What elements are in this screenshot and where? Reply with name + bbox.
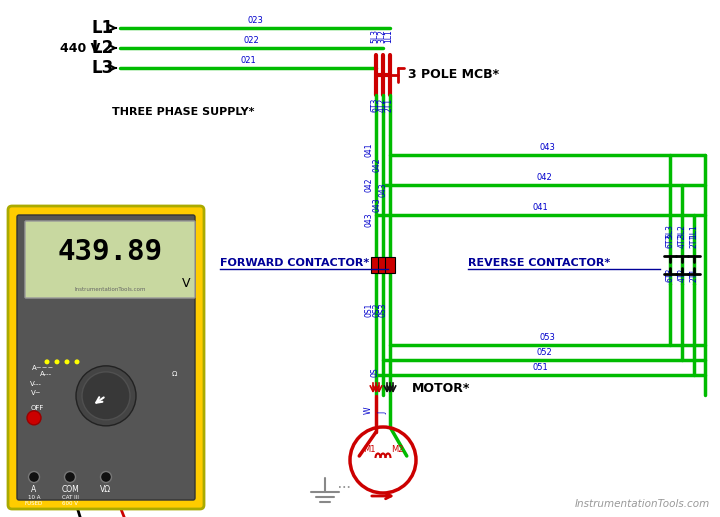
Text: 3L2: 3L2 — [678, 224, 686, 238]
Text: 1L1: 1L1 — [690, 224, 698, 238]
Text: 042: 042 — [365, 177, 374, 192]
Text: 6T3: 6T3 — [665, 268, 675, 282]
Circle shape — [45, 359, 50, 364]
Text: 043: 043 — [539, 143, 555, 152]
Text: 043: 043 — [379, 183, 388, 197]
Text: 3L2: 3L2 — [377, 29, 387, 43]
Text: V---: V--- — [30, 381, 42, 387]
FancyBboxPatch shape — [8, 206, 204, 509]
Text: 2T1: 2T1 — [690, 268, 698, 282]
Text: 0S1: 0S1 — [365, 302, 374, 317]
Text: J: J — [378, 412, 387, 414]
Text: 2T1: 2T1 — [384, 98, 394, 112]
Text: L1: L1 — [92, 19, 114, 37]
Circle shape — [27, 411, 41, 425]
FancyBboxPatch shape — [25, 221, 195, 298]
Text: 2T1: 2T1 — [690, 234, 698, 248]
Text: 051: 051 — [533, 363, 549, 372]
Text: 053: 053 — [539, 333, 555, 342]
Text: OFF: OFF — [31, 405, 45, 411]
Circle shape — [82, 372, 130, 420]
Text: 043: 043 — [372, 197, 381, 212]
Circle shape — [74, 359, 79, 364]
Text: COM: COM — [61, 485, 79, 494]
Text: CAT III
600 V: CAT III 600 V — [61, 495, 78, 506]
Text: 1L1: 1L1 — [384, 29, 394, 43]
Text: REVERSE CONTACTOR*: REVERSE CONTACTOR* — [468, 258, 611, 268]
Circle shape — [29, 472, 40, 482]
Text: M2: M2 — [391, 445, 403, 454]
Bar — [378, 257, 388, 273]
Circle shape — [65, 359, 70, 364]
Text: 0S3: 0S3 — [379, 302, 388, 317]
Text: 3 POLE MCB*: 3 POLE MCB* — [408, 68, 499, 82]
Circle shape — [55, 359, 60, 364]
Text: V~: V~ — [31, 390, 42, 396]
Text: 041: 041 — [533, 203, 549, 212]
Text: Ω: Ω — [172, 371, 177, 377]
Text: 042: 042 — [372, 158, 381, 172]
Text: A: A — [32, 485, 37, 494]
Text: 023: 023 — [247, 16, 263, 25]
Text: 6T3: 6T3 — [371, 98, 379, 112]
Text: 4T2: 4T2 — [678, 234, 686, 248]
Circle shape — [101, 472, 112, 482]
Text: 0S: 0S — [371, 368, 380, 377]
Text: 5L3: 5L3 — [371, 29, 379, 43]
FancyBboxPatch shape — [17, 215, 195, 500]
Circle shape — [76, 366, 136, 426]
Text: 4T2: 4T2 — [377, 98, 387, 112]
Text: FORWARD CONTACTOR*: FORWARD CONTACTOR* — [220, 258, 369, 268]
Text: 0S2: 0S2 — [372, 302, 381, 317]
Text: InstrumentationTools.com: InstrumentationTools.com — [575, 499, 710, 509]
Text: 041: 041 — [365, 143, 374, 157]
Text: 042: 042 — [536, 173, 552, 182]
Text: THREE PHASE SUPPLY*: THREE PHASE SUPPLY* — [112, 107, 254, 117]
Text: 5L3: 5L3 — [665, 224, 675, 238]
Text: InstrumentationTools.com: InstrumentationTools.com — [74, 287, 145, 292]
Text: A~~~: A~~~ — [32, 365, 55, 371]
Text: 6T3: 6T3 — [665, 234, 675, 248]
Text: 021: 021 — [240, 56, 256, 65]
Text: 440 V: 440 V — [60, 41, 100, 54]
Text: L2: L2 — [92, 39, 114, 57]
Text: 439.89: 439.89 — [58, 238, 163, 266]
Bar — [371, 257, 381, 273]
Circle shape — [65, 472, 76, 482]
Text: A---: A--- — [40, 371, 52, 377]
Text: W: W — [364, 406, 373, 414]
Text: M1: M1 — [363, 445, 375, 454]
Text: 043: 043 — [365, 212, 374, 227]
Text: V: V — [181, 277, 190, 290]
Text: 022: 022 — [243, 36, 259, 45]
Text: 4T2: 4T2 — [678, 268, 686, 282]
Bar — [385, 257, 395, 273]
Text: VΩ: VΩ — [100, 485, 112, 494]
Text: 10 A
FUSED: 10 A FUSED — [25, 495, 43, 506]
Text: MOTOR*: MOTOR* — [412, 382, 470, 394]
Text: L3: L3 — [92, 59, 114, 77]
Text: 052: 052 — [536, 348, 552, 357]
